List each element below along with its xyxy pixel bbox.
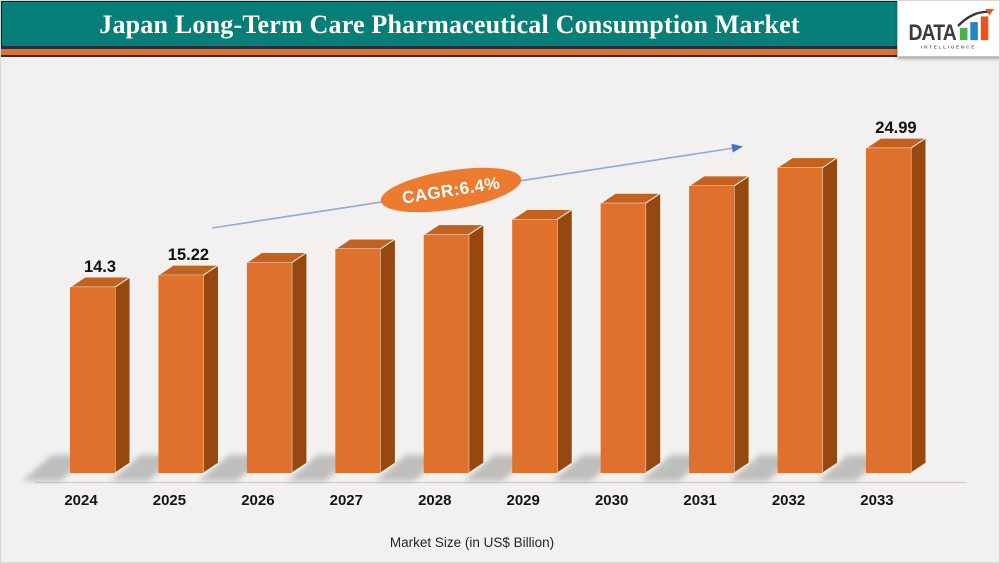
logo: DATA INTELLIGENCE — [897, 0, 1000, 57]
header-stripe — [0, 49, 897, 55]
category-label-2024: 2024 — [64, 492, 98, 509]
bar-front-face — [70, 287, 115, 473]
bar-front-face — [600, 203, 646, 473]
x-axis-title: Market Size (in US$ Billion) — [389, 535, 555, 550]
value-label-2033: 24.99 — [875, 119, 916, 137]
bar-2028: 2028 — [418, 223, 486, 509]
value-label-2025: 15.22 — [168, 246, 209, 264]
header-divider-bottom — [0, 55, 897, 57]
bar-side-face — [202, 264, 219, 474]
bar-side-face — [291, 251, 308, 474]
category-label-2031: 2031 — [683, 492, 716, 509]
bar-side-face — [556, 208, 573, 474]
bar-front-face — [512, 219, 558, 473]
bar-2031: 2031 — [683, 175, 751, 509]
trend-arrow-head — [731, 143, 743, 153]
bar-side-face — [910, 137, 927, 474]
bar-2033: 24.99 2033 — [860, 119, 928, 509]
bar-2032: 2032 — [772, 156, 840, 509]
bar-side-face — [468, 223, 485, 474]
logo-bars-icon — [956, 8, 995, 41]
category-label-2030: 2030 — [595, 492, 628, 509]
page-title: Japan Long-Term Care Pharmaceutical Cons… — [99, 9, 800, 39]
logo-intelligence-text: INTELLIGENCE — [921, 44, 976, 50]
bar-side-face — [645, 192, 662, 474]
cagr-ellipse — [380, 167, 522, 213]
logo-row: DATA — [898, 1, 999, 45]
bar-front-face — [865, 148, 911, 473]
bar-2026: 2026 — [241, 251, 309, 509]
logo-datam-text: DATA — [908, 20, 957, 45]
category-label-2027: 2027 — [330, 492, 363, 509]
category-label-2025: 2025 — [153, 492, 186, 509]
category-label-2029: 2029 — [507, 492, 540, 509]
value-label-2024: 14.3 — [84, 258, 116, 276]
bar-side-face — [379, 238, 396, 474]
bar-front-face — [335, 249, 381, 473]
cagr-badge: CAGR:6.4% — [380, 167, 522, 213]
bar-2025: 15.22 2025 — [153, 246, 220, 509]
bar-front-face — [246, 262, 292, 473]
category-label-2026: 2026 — [241, 492, 274, 509]
category-label-2028: 2028 — [418, 492, 451, 509]
bar-2024: 14.3 2024 — [64, 258, 132, 509]
title-band: Japan Long-Term Care Pharmaceutical Cons… — [0, 0, 897, 46]
bar-2029: 2029 — [507, 208, 574, 509]
bar-front-face — [689, 185, 735, 473]
bar-side-face — [114, 276, 131, 474]
bar-side-face — [733, 175, 750, 474]
header-divider-top — [0, 46, 897, 49]
bar-front-face — [777, 167, 823, 473]
bar-front-face — [158, 275, 204, 473]
category-label-2033: 2033 — [860, 492, 893, 509]
bar-front-face — [423, 234, 469, 473]
header-banner: Japan Long-Term Care Pharmaceutical Cons… — [0, 0, 1000, 57]
bar-2030: 2030 — [595, 192, 663, 509]
bar-side-face — [822, 156, 838, 474]
bar-2027: 2027 — [330, 238, 397, 509]
category-label-2032: 2032 — [772, 492, 805, 509]
